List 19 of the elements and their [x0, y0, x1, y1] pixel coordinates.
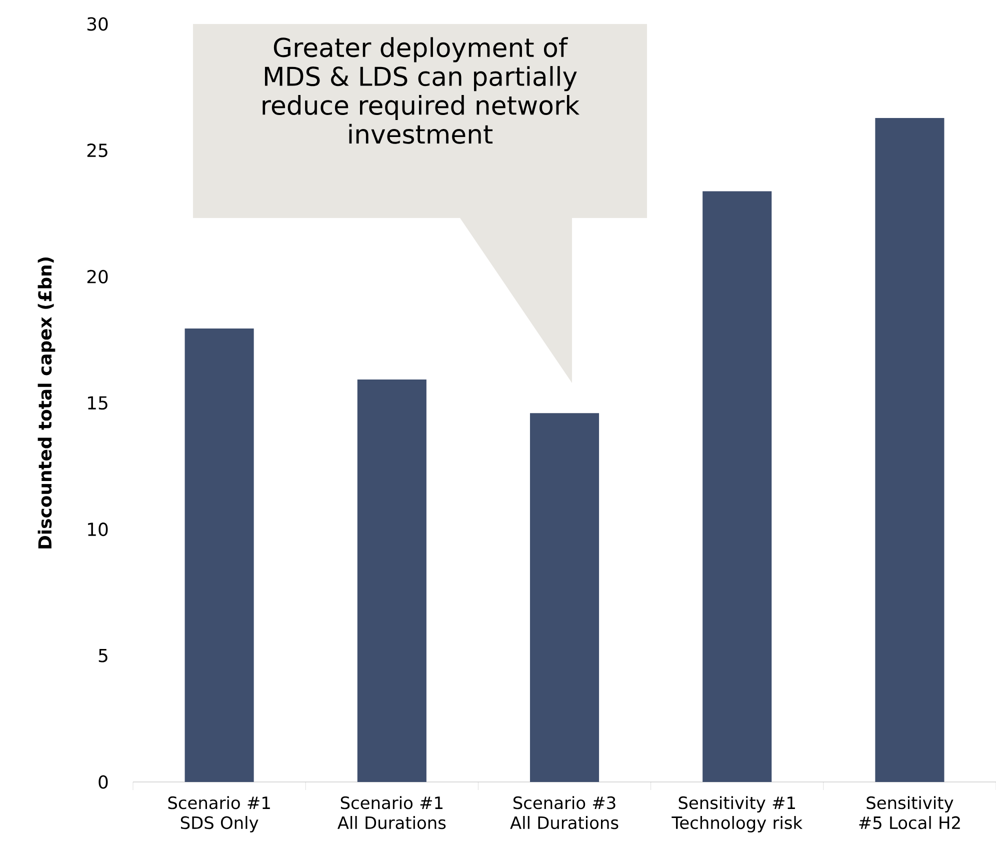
- y-axis-title: Discounted total capex (£bn): [38, 258, 56, 548]
- bar: [357, 379, 426, 782]
- annotation: Greater deployment of MDS & LDS can partially reduce required network investment: [262, 37, 580, 144]
- y-tick-label: 20: [87, 270, 108, 284]
- y-tick-label: 5: [98, 648, 108, 662]
- x-tick-label: Scenario #1 SDS Only: [168, 796, 270, 832]
- y-tick-label: 15: [88, 396, 108, 410]
- x-tick-label: Scenario #1 All Durations: [338, 796, 446, 830]
- x-tick-label: Sensitivity #5 Local H2: [859, 796, 960, 830]
- y-tick-label: 25: [87, 144, 108, 158]
- x-tick-label: Sensitivity #1 Technology risk: [672, 796, 802, 832]
- bar: [875, 118, 944, 782]
- bar: [184, 328, 254, 782]
- bar: [702, 191, 772, 782]
- x-tick-label: Scenario #3 All Durations: [510, 796, 618, 830]
- y-tick-label: 0: [98, 775, 108, 789]
- y-tick-label: 10: [88, 522, 108, 536]
- bar: [530, 413, 600, 782]
- y-tick-label: 30: [87, 17, 108, 31]
